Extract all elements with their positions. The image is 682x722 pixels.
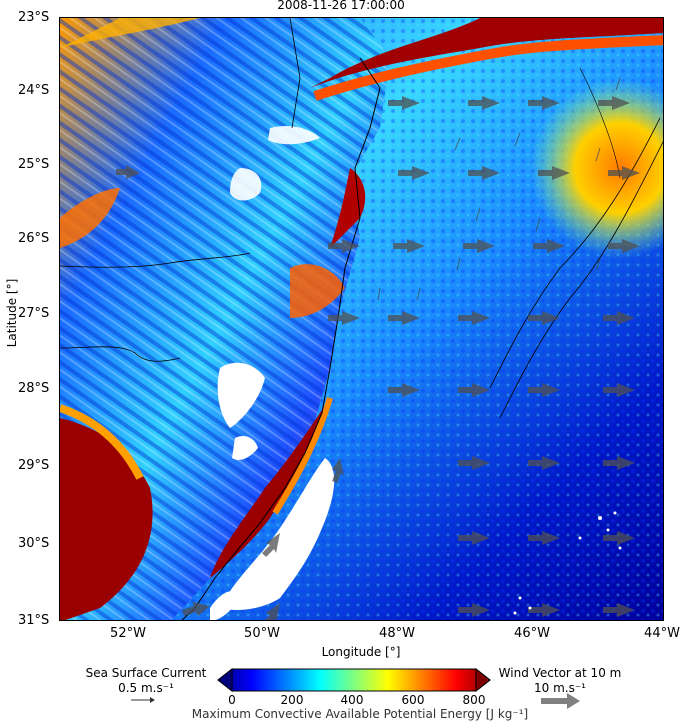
lat-tick-30: 30°S xyxy=(18,536,50,551)
lon-tick-50: 50°W xyxy=(244,626,280,641)
current-ref-arrow xyxy=(131,697,155,703)
cape-field-svg xyxy=(60,18,663,620)
colorbar xyxy=(217,667,491,693)
wind-legend-ref: 10 m.s⁻¹ xyxy=(534,681,586,695)
current-legend: Sea Surface Current 0.5 m.s⁻¹ xyxy=(76,666,216,696)
lon-tick-44: 44°W xyxy=(644,626,680,641)
lat-tick-27: 27°S xyxy=(18,306,50,321)
cbar-tick-600: 600 xyxy=(401,693,425,707)
colorbar-title: Maximum Convective Available Potential E… xyxy=(191,707,529,721)
map-title: 2008-11-26 17:00:00 xyxy=(277,0,405,12)
lat-tick-25: 25°S xyxy=(18,157,50,172)
cbar-tick-0: 0 xyxy=(228,693,236,707)
wind-ref-arrow xyxy=(541,693,580,709)
cbar-tick-200: 200 xyxy=(280,693,304,707)
current-legend-label: Sea Surface Current xyxy=(85,666,207,680)
cbar-tick-400: 400 xyxy=(340,693,364,707)
lon-tick-48: 48°W xyxy=(379,626,415,641)
wind-legend-label: Wind Vector at 10 m xyxy=(498,666,622,680)
x-axis-title: Longitude [°] xyxy=(321,645,401,659)
missing-data-specks xyxy=(513,511,622,615)
lat-tick-28: 28°S xyxy=(18,381,50,396)
current-vectors xyxy=(377,77,621,301)
lat-tick-23: 23°S xyxy=(18,10,50,25)
lat-tick-29: 29°S xyxy=(18,458,50,473)
wind-vectors xyxy=(116,96,640,620)
current-legend-ref: 0.5 m.s⁻¹ xyxy=(118,681,174,695)
cbar-tick-800: 800 xyxy=(462,693,486,707)
lat-tick-26: 26°S xyxy=(18,231,50,246)
lat-tick-24: 24°S xyxy=(18,83,50,98)
lat-tick-31: 31°S xyxy=(18,613,50,628)
y-axis-title: Latitude [°] xyxy=(5,278,19,348)
wind-legend: Wind Vector at 10 m 10 m.s⁻¹ xyxy=(490,666,630,696)
lon-tick-46: 46°W xyxy=(514,626,550,641)
cape-map xyxy=(59,17,664,621)
lon-tick-52: 52°W xyxy=(110,626,146,641)
